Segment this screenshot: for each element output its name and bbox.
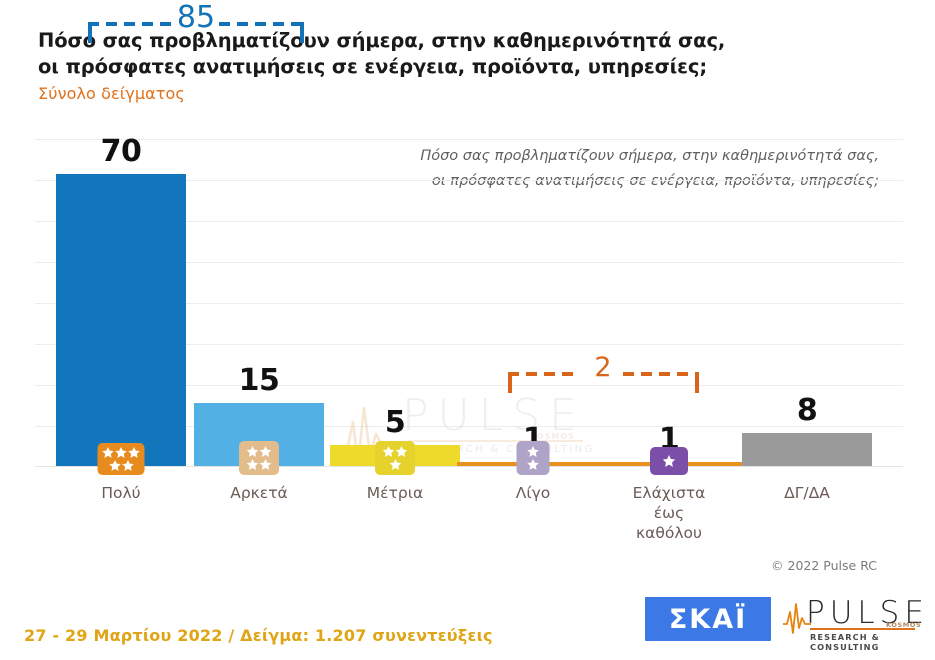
- bar-value-2: 5: [384, 405, 406, 440]
- bar-group-4[interactable]: 1: [593, 425, 745, 475]
- five-stars-badge-icon: [97, 443, 145, 475]
- bar-group-1[interactable]: 15: [194, 363, 324, 475]
- bracket-leg-left: [508, 372, 512, 393]
- x-axis-label-4: Ελάχιστα έως καθόλου: [594, 483, 744, 543]
- three-stars-badge-icon: [375, 441, 415, 475]
- chart-subtitle: Σύνολο δείγματος: [38, 84, 185, 103]
- gridline: [35, 180, 903, 181]
- pulse-logo-kosmos: KOSMOS: [886, 621, 922, 629]
- gridline: [35, 139, 903, 140]
- gridline: [35, 303, 903, 304]
- gridline: [35, 426, 903, 427]
- bar-chart-plot-area: 2 PULSE KOSMOS RESEARCH & CONSULTING 70 …: [0, 132, 935, 477]
- bracket-arm-left: [88, 22, 173, 26]
- bracket-arm-left: [508, 372, 580, 376]
- pulse-wave-icon: [783, 603, 811, 634]
- pulse-logo-rule: [810, 628, 915, 630]
- bracket-leg-right: [300, 22, 304, 43]
- question-caption-line-1: Πόσο σας προβληματίζουν σήμερα, στην καθ…: [420, 148, 879, 164]
- bar-group-5[interactable]: 8: [742, 396, 872, 466]
- x-axis-label-0: Πολύ: [101, 484, 141, 502]
- gridline: [35, 262, 903, 263]
- fieldwork-date-sample: 27 - 29 Μαρτίου 2022 / Δείγμα: 1.207 συν…: [24, 626, 493, 645]
- x-axis-label-1: Αρκετά: [230, 484, 288, 502]
- two-stars-badge-icon: [516, 441, 550, 475]
- page-title-line-1: Πόσο σας προβληματίζουν σήμερα, στην καθ…: [38, 29, 726, 52]
- gridline: [35, 385, 903, 386]
- x-axis-label-4-text: Ελάχιστα έως καθόλου: [632, 484, 706, 542]
- four-stars-badge-icon: [239, 441, 279, 475]
- bar-value-0: 70: [100, 134, 142, 169]
- bar-rect-0[interactable]: [56, 174, 186, 466]
- annotation-bracket-2-label: 2: [594, 352, 612, 383]
- axis-baseline: [35, 466, 903, 467]
- bar-rect-5[interactable]: [742, 433, 872, 466]
- x-axis-label-5: ΔΓ/ΔΑ: [784, 484, 830, 502]
- bar-group-0[interactable]: 70: [56, 134, 186, 475]
- x-axis-label-2: Μέτρια: [366, 484, 424, 502]
- gridline: [35, 221, 903, 222]
- question-caption-line-2: οι πρόσφατες ανατιμήσεις σε ενέργεια, πρ…: [431, 173, 879, 189]
- pulse-logo: PULSE KOSMOS RESEARCH & CONSULTING: [782, 595, 929, 652]
- skai-logo: ΣΚΑΪ: [645, 597, 771, 641]
- pulse-logo-word: PULSE: [806, 595, 929, 631]
- bar-group-3[interactable]: 1: [457, 425, 609, 475]
- bracket-leg-right: [695, 372, 699, 393]
- one-star-badge-icon: [650, 447, 688, 475]
- page-title-line-2: οι πρόσφατες ανατιμήσεις σε ενέργεια, πρ…: [38, 55, 708, 78]
- question-caption: Πόσο σας προβληματίζουν σήμερα, στην καθ…: [369, 144, 879, 194]
- pulse-logo-subtitle: RESEARCH & CONSULTING: [810, 632, 880, 652]
- x-axis-label-3: Λίγο: [515, 484, 551, 502]
- bar-group-2[interactable]: 5: [330, 405, 460, 475]
- gridline: [35, 344, 903, 345]
- bracket-leg-left: [88, 22, 92, 43]
- copyright-text: © 2022 Pulse RC: [771, 558, 877, 573]
- skai-logo-text: ΣΚΑΪ: [668, 603, 748, 635]
- bracket-arm-right: [219, 22, 304, 26]
- bracket-arm-right: [623, 372, 695, 376]
- bar-value-5: 8: [796, 393, 818, 428]
- chart-header: Πόσο σας προβληματίζουν σήμερα, στην καθ…: [38, 28, 738, 103]
- annotation-bracket-85-label: 85: [176, 0, 216, 35]
- x-axis-labels: Πολύ Αρκετά Μέτρια Λίγο Ελάχιστα έως καθόλ…: [0, 483, 935, 553]
- bar-value-1: 15: [238, 363, 280, 398]
